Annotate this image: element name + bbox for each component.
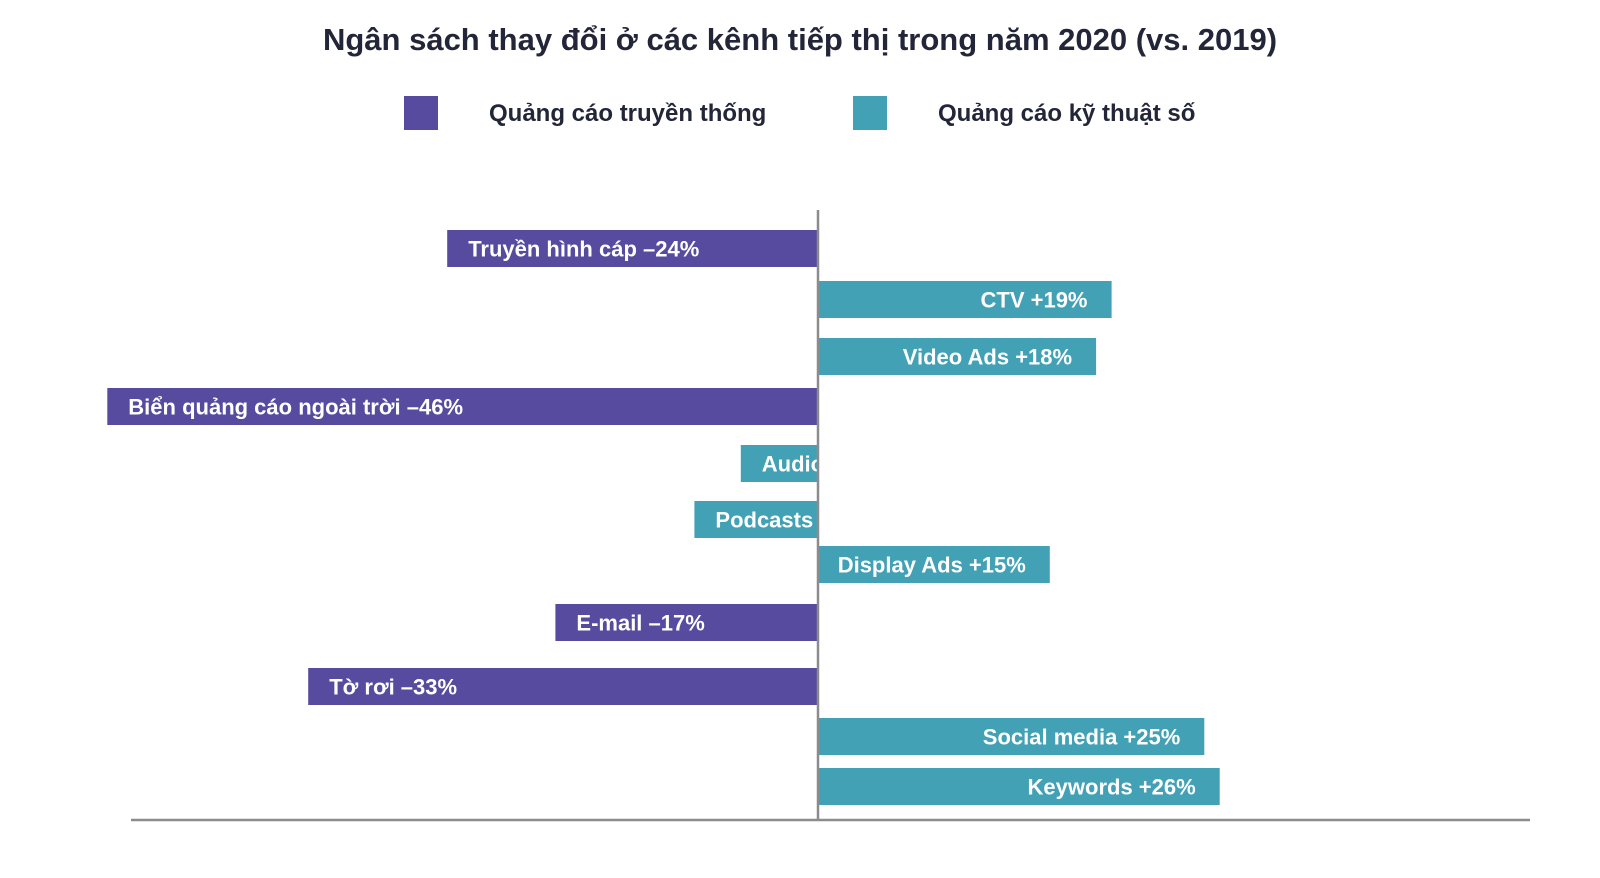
legend-label-digital: Quảng cáo kỹ thuật số — [938, 100, 1196, 127]
bar-ctv — [818, 281, 1112, 318]
bar-label-video-ads: Video Ads +18% — [903, 345, 1072, 370]
bar-video-ads — [818, 338, 1097, 375]
bar-podcasts — [694, 501, 818, 538]
bar-keywords — [818, 768, 1220, 805]
bar-label-keywords: Keywords +26% — [1028, 775, 1196, 800]
bar-truyen-hinh-cap — [447, 230, 818, 267]
bar-label-display-ads: Display Ads +15% — [838, 553, 1026, 578]
bar-to-roi — [308, 668, 818, 705]
bar-label-e-mail: E-mail –17% — [576, 611, 704, 636]
bar-social-media — [818, 718, 1205, 755]
legend-swatch-traditional — [404, 96, 438, 130]
bar-audio-ads — [740, 445, 819, 482]
legend: Quảng cáo truyền thống Quảng cáo kỹ thuậ… — [0, 96, 1600, 136]
bar-label-to-roi: Tờ rơi –33% — [329, 675, 457, 700]
bar-label-ctv: CTV +19% — [981, 288, 1088, 313]
legend-label-traditional: Quảng cáo truyền thống — [489, 100, 767, 127]
chart-title: Ngân sách thay đổi ở các kênh tiếp thị t… — [322, 22, 1278, 57]
bar-label-podcasts: Podcasts –8% — [715, 508, 863, 533]
bar-bien-quang-cao-ngoai-troi — [107, 388, 819, 425]
bar-label-audio-ads: Audio Ads –5% — [762, 452, 921, 477]
bar-display-ads — [818, 546, 1050, 583]
bar-label-truyen-hinh-cap: Truyền hình cáp –24% — [468, 237, 699, 262]
bar-label-bien-quang-cao-ngoai-troi: Biển quảng cáo ngoài trời –46% — [128, 395, 463, 420]
legend-swatch-digital — [853, 96, 887, 130]
bar-label-social-media: Social media +25% — [983, 725, 1181, 750]
bar-e-mail — [555, 604, 818, 641]
